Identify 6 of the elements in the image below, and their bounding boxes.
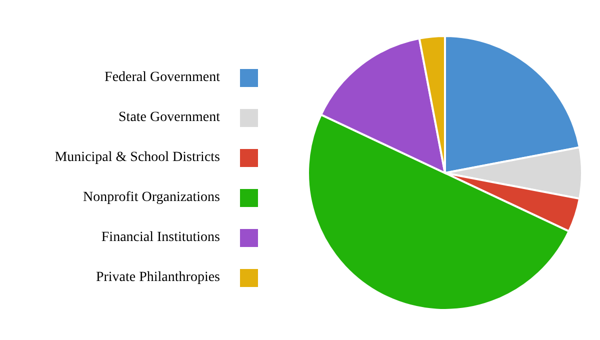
legend-label: Federal Government <box>104 70 220 86</box>
legend-label: Nonprofit Organizations <box>83 190 220 206</box>
legend-label: Private Philanthropies <box>96 270 220 286</box>
legend-label: State Government <box>118 110 220 126</box>
legend-label: Municipal & School Districts <box>54 150 220 166</box>
legend-label: Financial Institutions <box>101 230 220 246</box>
